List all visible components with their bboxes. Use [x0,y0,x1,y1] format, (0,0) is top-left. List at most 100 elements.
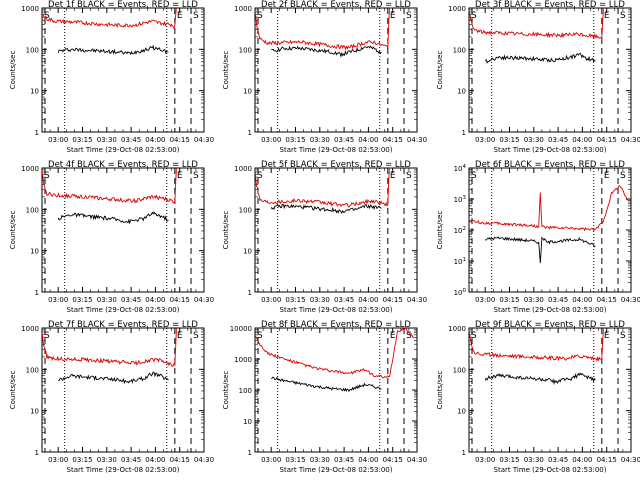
panel-9: Det 9f BLACK = Events, RED = LLD 1 10 100 10… [436,320,640,474]
x-tick-label: 04:00 [145,136,165,144]
y-tick-label: 100 [453,366,466,374]
series-events [57,44,169,55]
y-tick-label: 1000 [21,165,39,173]
x-tick-label: 03:30 [524,296,544,304]
x-tick-label: 03:30 [524,456,544,464]
y-tick-label: 100 [26,46,39,54]
x-tick-label: 03:15 [499,456,519,464]
panel-title: Det 1f BLACK = Events, RED = LLD [48,0,198,10]
event-marker-s: S [471,11,477,21]
x-tick-label: 04:00 [572,456,592,464]
event-marker-e: E [177,171,183,181]
event-marker-e: E [390,331,396,341]
y-tick-label: 10 [30,248,39,256]
event-marker-e: E [390,171,396,181]
series-lld [469,8,604,41]
event-marker-s: S [193,11,199,21]
x-tick-label: 03:00 [475,136,495,144]
x-tick-label: 03:45 [334,456,354,464]
x-tick-label: 03:45 [121,456,141,464]
x-tick-label: 03:45 [121,296,141,304]
x-tick-label: 03:30 [97,456,117,464]
x-tick-label: 04:15 [170,456,190,464]
x-tick-label: 04:15 [383,296,403,304]
panel-3: Det 3f BLACK = Events, RED = LLD 1 10 100 10… [436,0,640,154]
y-axis-label: Counts/sec [436,211,444,250]
panel-2: Det 2f BLACK = Events, RED = LLD 1 10 100 10… [222,0,427,154]
x-tick-label: 04:15 [597,296,617,304]
x-axis-label: Start Time (29-Oct-08 02:53:00) [280,306,393,314]
x-tick-label: 03:15 [285,456,305,464]
panel-7: Det 7f BLACK = Events, RED = LLD 1 10 100 10… [9,320,214,474]
x-tick-label: 03:00 [48,296,68,304]
y-tick-label: 1 [248,449,252,457]
x-tick-label: 04:15 [383,456,403,464]
y-tick-label: 1 [35,129,39,137]
y-tick-label: 1 [248,129,252,137]
x-tick-label: 03:30 [524,136,544,144]
y-axis-label: Counts/sec [222,371,230,410]
panel-title: Det 3f BLACK = Events, RED = LLD [475,0,625,10]
x-tick-label: 03:15 [72,456,92,464]
x-tick-label: 04:00 [145,296,165,304]
x-tick-label: 04:30 [194,456,214,464]
plot-frame [468,327,632,453]
x-tick-label: 04:30 [621,136,640,144]
panel-1: Det 1f BLACK = Events, RED = LLD 1 10 100 10… [9,0,214,154]
y-axis-label: Counts/sec [9,371,17,410]
event-marker-s: S [257,331,263,341]
y-tick-label: 100 [239,46,252,54]
x-tick-label: 04:30 [194,296,214,304]
event-marker-s: S [257,11,263,21]
panel-6: Det 6f BLACK = Events, RED = LLD 100 101 10… [436,160,640,314]
y-tick-label: 1 [462,129,466,137]
y-tick-label: 100 [26,206,39,214]
plot-frame [254,327,418,453]
event-marker-s: S [44,331,50,341]
series-lld [255,168,390,208]
y-tick-label: 1000 [234,5,252,13]
plot-frame [468,7,632,133]
x-tick-label: 03:15 [285,296,305,304]
x-tick-label: 04:15 [170,136,190,144]
x-tick-label: 03:00 [261,136,281,144]
series-events [57,211,169,225]
x-tick-label: 03:00 [261,456,281,464]
x-axis-label: Start Time (29-Oct-08 02:53:00) [67,306,180,314]
x-tick-label: 03:45 [121,136,141,144]
event-marker-e: E [604,331,610,341]
x-tick-label: 04:00 [145,456,165,464]
x-tick-label: 04:30 [621,296,640,304]
panel-5: Det 5f BLACK = Events, RED = LLD 1 10 100 10… [222,160,427,314]
x-tick-label: 03:45 [548,136,568,144]
y-tick-label: 104 [454,164,467,173]
y-tick-label: 102 [454,226,466,235]
x-tick-label: 03:45 [334,136,354,144]
panel-title: Det 4f BLACK = Events, RED = LLD [48,160,198,170]
y-tick-label: 1000 [448,5,466,13]
y-tick-label: 1000 [21,325,39,333]
x-tick-label: 04:30 [407,136,427,144]
plot-frame [41,327,205,453]
event-marker-s: S [620,171,626,181]
x-tick-label: 03:00 [48,456,68,464]
x-tick-label: 03:15 [72,296,92,304]
y-tick-label: 101 [454,257,466,266]
y-tick-label: 100 [453,46,466,54]
event-marker-s: S [44,171,50,181]
x-axis-label: Start Time (29-Oct-08 02:53:00) [67,146,180,154]
series-events [484,52,596,64]
x-tick-label: 04:00 [572,296,592,304]
series-events [271,45,382,58]
panel-8: Det 8f BLACK = Events, RED = LLD 1 10 100 10… [222,320,427,474]
x-tick-label: 03:45 [548,456,568,464]
event-marker-s: S [406,331,412,341]
event-marker-e: E [177,331,183,341]
x-tick-label: 03:45 [548,296,568,304]
panel-4: Det 4f BLACK = Events, RED = LLD 1 10 100 10… [9,160,214,314]
plot-frame [254,7,418,133]
y-tick-label: 1000 [21,5,39,13]
x-tick-label: 03:30 [310,296,330,304]
x-tick-label: 03:00 [48,136,68,144]
x-tick-label: 04:00 [358,136,378,144]
